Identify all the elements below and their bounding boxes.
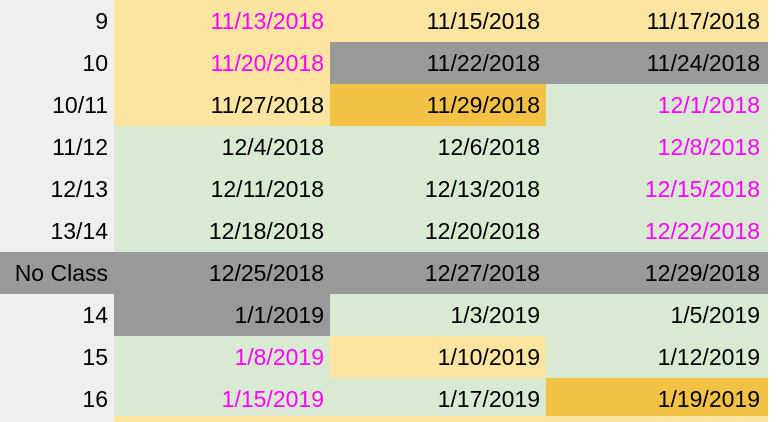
date-cell[interactable]: 12/6/2018 (330, 126, 546, 168)
date-cell[interactable]: 1/1/2019 (114, 294, 330, 336)
date-cell[interactable]: 12/25/2018 (114, 252, 330, 294)
date-cell[interactable]: 1/3/2019 (330, 294, 546, 336)
date-cell[interactable]: 12/18/2018 (114, 210, 330, 252)
table-row: 10/11 11/27/2018 11/29/2018 12/1/2018 (0, 84, 778, 126)
date-cell[interactable]: 11/13/2018 (114, 0, 330, 42)
row-label[interactable]: 10 (0, 42, 114, 84)
table-row: 9 11/13/2018 11/15/2018 11/17/2018 (0, 0, 778, 42)
row-label[interactable]: 11/12 (0, 126, 114, 168)
row-label[interactable]: 15 (0, 336, 114, 378)
date-cell[interactable]: 1/17/2019 (330, 378, 546, 420)
table-row: 13/14 12/18/2018 12/20/2018 12/22/2018 (0, 210, 778, 252)
date-cell[interactable]: 1/8/2019 (114, 336, 330, 378)
date-cell[interactable]: 12/13/2018 (330, 168, 546, 210)
date-cell[interactable]: 12/22/2018 (546, 210, 768, 252)
date-cell[interactable]: 12/29/2018 (546, 252, 768, 294)
date-cell[interactable]: 12/8/2018 (546, 126, 768, 168)
date-cell[interactable]: 12/11/2018 (114, 168, 330, 210)
date-cell[interactable]: 1/5/2019 (546, 294, 768, 336)
date-cell[interactable] (330, 416, 546, 422)
date-cell[interactable]: 1/10/2019 (330, 336, 546, 378)
date-cell[interactable]: 11/27/2018 (114, 84, 330, 126)
table-row: 14 1/1/2019 1/3/2019 1/5/2019 (0, 294, 778, 336)
date-cell[interactable] (546, 416, 768, 422)
date-cell[interactable]: 11/22/2018 (330, 42, 546, 84)
date-cell[interactable]: 11/20/2018 (114, 42, 330, 84)
date-cell[interactable]: 12/20/2018 (330, 210, 546, 252)
row-label[interactable]: 13/14 (0, 210, 114, 252)
table-row: No Class 12/25/2018 12/27/2018 12/29/2018 (0, 252, 778, 294)
date-cell[interactable]: 11/17/2018 (546, 0, 768, 42)
table-row: 11/12 12/4/2018 12/6/2018 12/8/2018 (0, 126, 778, 168)
sheet-edge (768, 0, 778, 422)
row-label[interactable]: 9 (0, 0, 114, 42)
date-cell[interactable]: 1/15/2019 (114, 378, 330, 420)
table-row: 16 1/15/2019 1/17/2019 1/19/2019 (0, 378, 778, 420)
table-row: 12/13 12/11/2018 12/13/2018 12/15/2018 (0, 168, 778, 210)
row-label[interactable]: 12/13 (0, 168, 114, 210)
date-cell[interactable]: 12/27/2018 (330, 252, 546, 294)
date-cell[interactable]: 12/1/2018 (546, 84, 768, 126)
table-row: 10 11/20/2018 11/22/2018 11/24/2018 (0, 42, 778, 84)
row-label[interactable]: 10/11 (0, 84, 114, 126)
date-cell[interactable] (114, 416, 330, 422)
table-row: 15 1/8/2019 1/10/2019 1/12/2019 (0, 336, 778, 378)
row-label[interactable] (0, 416, 114, 422)
date-cell[interactable]: 11/29/2018 (330, 84, 546, 126)
date-cell[interactable]: 1/19/2019 (546, 378, 768, 420)
date-cell[interactable]: 12/15/2018 (546, 168, 768, 210)
date-cell[interactable]: 12/4/2018 (114, 126, 330, 168)
date-cell[interactable]: 1/12/2019 (546, 336, 768, 378)
row-label[interactable]: 16 (0, 378, 114, 420)
date-cell[interactable]: 11/24/2018 (546, 42, 768, 84)
row-label[interactable]: No Class (0, 252, 114, 294)
date-cell[interactable]: 11/15/2018 (330, 0, 546, 42)
row-label[interactable]: 14 (0, 294, 114, 336)
